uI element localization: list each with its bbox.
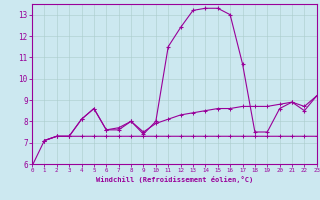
X-axis label: Windchill (Refroidissement éolien,°C): Windchill (Refroidissement éolien,°C) — [96, 176, 253, 183]
